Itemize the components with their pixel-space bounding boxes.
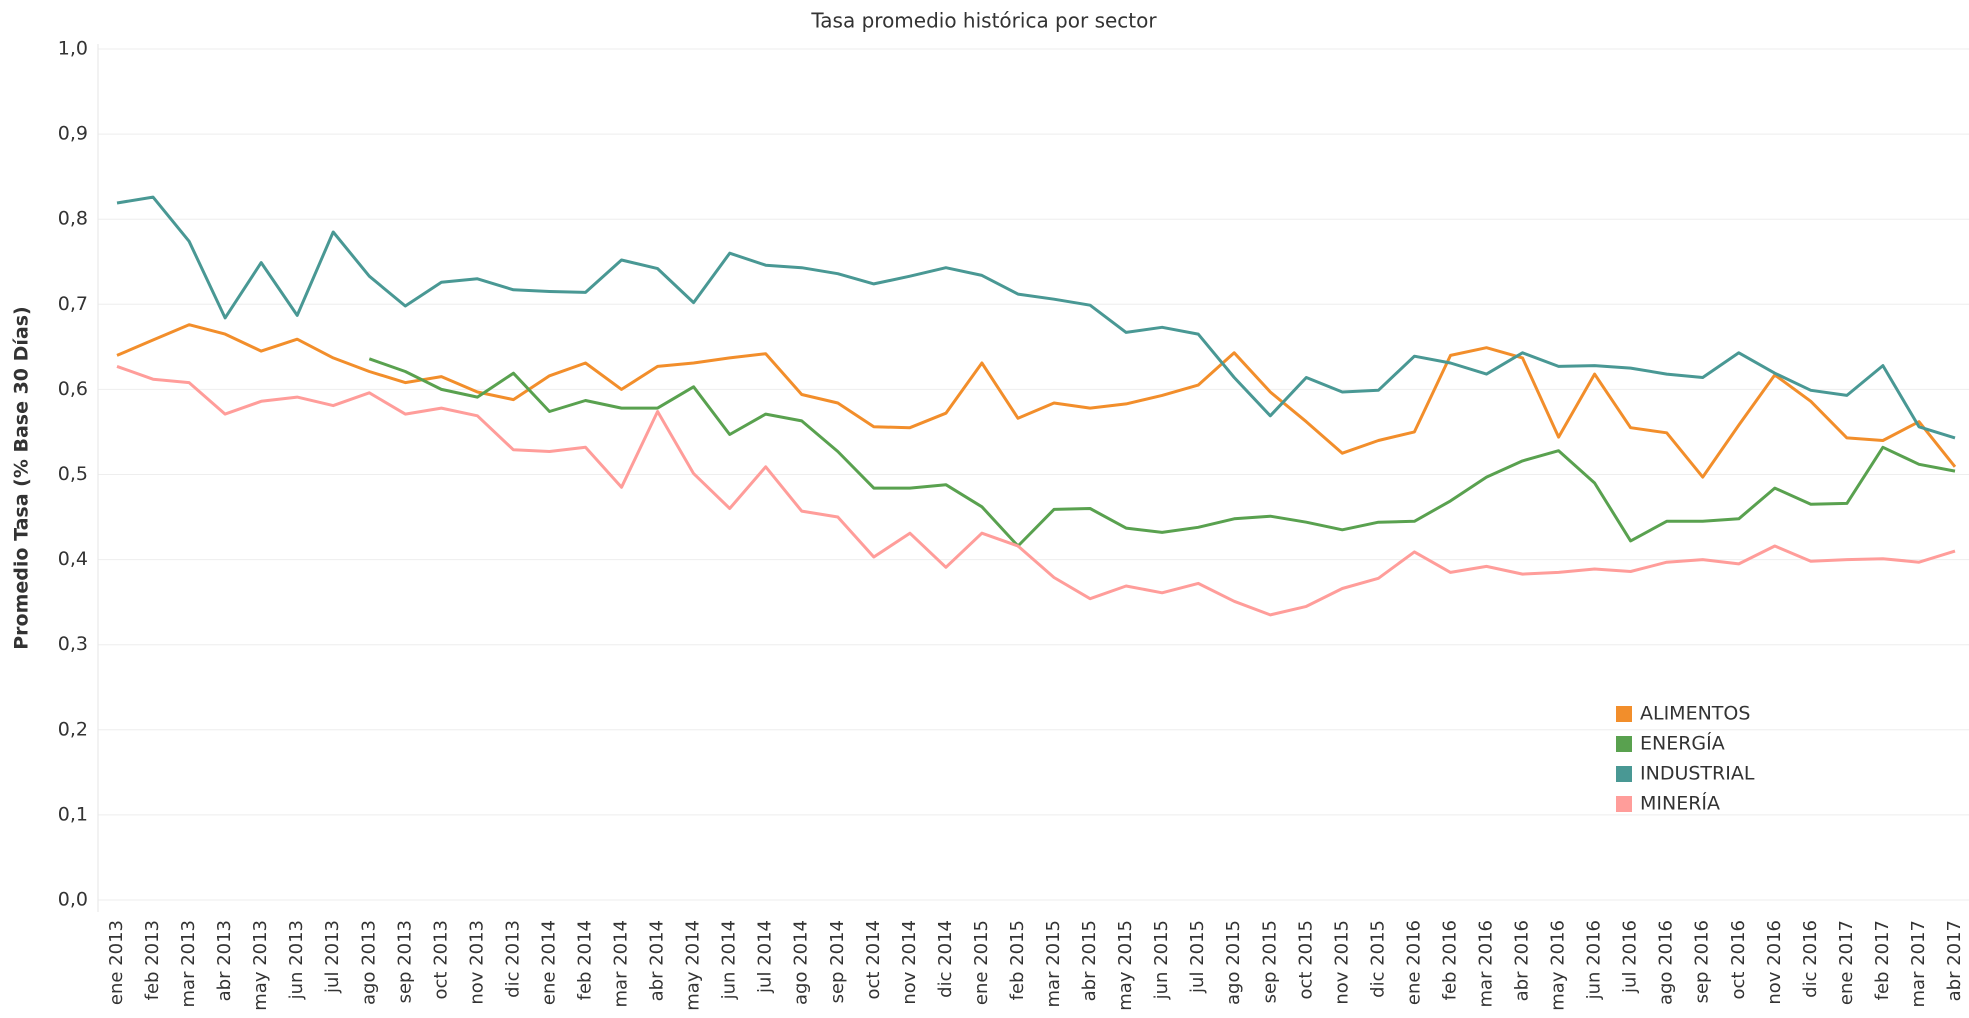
- x-tick-label: abr 2017: [1944, 920, 1965, 1001]
- x-tick-label: ene 2014: [538, 920, 559, 1005]
- x-tick-label: oct 2013: [430, 920, 451, 1000]
- x-tick-label: mar 2016: [1475, 920, 1496, 1008]
- x-tick-label: mar 2015: [1043, 920, 1064, 1008]
- x-tick-label: sep 2014: [827, 920, 848, 1003]
- x-tick-label: ene 2016: [1403, 920, 1424, 1005]
- x-tick-label: sep 2013: [394, 920, 415, 1003]
- legend-swatch: [1616, 706, 1632, 722]
- legend-swatch: [1616, 766, 1632, 782]
- y-tick-label: 1,0: [58, 38, 88, 60]
- x-tick-label: ene 2013: [106, 920, 127, 1005]
- y-tick-label: 0,6: [58, 378, 88, 400]
- x-tick-label: ago 2015: [1223, 920, 1244, 1005]
- x-tick-label: ago 2014: [791, 920, 812, 1005]
- x-tick-label: dic 2016: [1800, 920, 1821, 998]
- x-tick-label: oct 2014: [863, 920, 884, 1000]
- y-tick-label: 0,1: [58, 803, 88, 825]
- x-tick-label: jul 2013: [322, 920, 343, 994]
- legend-label: ENERGÍA: [1640, 732, 1725, 755]
- series-line: [116, 323, 1957, 479]
- x-tick-label: feb 2016: [1439, 920, 1460, 1000]
- y-tick-label: 0,0: [58, 889, 88, 911]
- y-tick-label: 0,3: [58, 633, 88, 655]
- x-tick-label: sep 2015: [1259, 920, 1280, 1003]
- y-tick-label: 0,8: [58, 208, 88, 230]
- x-tick-label: abr 2013: [214, 920, 235, 1001]
- chart-title: Tasa promedio histórica por sector: [810, 9, 1157, 33]
- legend-swatch: [1616, 736, 1632, 752]
- x-tick-label: may 2013: [250, 920, 271, 1011]
- x-tick-label: ene 2015: [971, 920, 992, 1005]
- x-tick-label: may 2016: [1548, 920, 1569, 1011]
- x-tick-label: jul 2016: [1620, 920, 1641, 994]
- x-tick-label: ago 2013: [358, 920, 379, 1005]
- y-tick-label: 0,5: [58, 463, 88, 485]
- x-tick-label: abr 2016: [1512, 920, 1533, 1001]
- y-tick-label: 0,7: [58, 293, 88, 315]
- x-tick-label: jun 2015: [1151, 920, 1172, 1000]
- x-tick-label: ene 2017: [1836, 920, 1857, 1005]
- y-tick-label: 0,4: [58, 548, 88, 570]
- x-tick-label: sep 2016: [1692, 920, 1713, 1003]
- x-tick-label: mar 2014: [611, 920, 632, 1008]
- x-tick-label: jun 2013: [286, 920, 307, 1000]
- x-tick-label: feb 2015: [1007, 920, 1028, 1000]
- x-tick-label: nov 2014: [899, 920, 920, 1005]
- x-tick-label: jul 2014: [755, 920, 776, 994]
- legend-label: MINERÍA: [1640, 792, 1720, 815]
- x-tick-label: oct 2015: [1295, 920, 1316, 1000]
- y-axis-label: Promedio Tasa (% Base 30 Días): [11, 306, 33, 650]
- legend-swatch: [1616, 796, 1632, 812]
- series-line: [368, 357, 1956, 548]
- series-line: [116, 364, 1956, 617]
- x-tick-label: may 2015: [1115, 920, 1136, 1011]
- x-tick-label: may 2014: [683, 920, 704, 1011]
- legend-label: ALIMENTOS: [1640, 703, 1750, 725]
- y-tick-label: 0,9: [58, 123, 88, 145]
- x-tick-label: dic 2014: [935, 920, 956, 998]
- x-tick-label: abr 2014: [647, 920, 668, 1001]
- x-tick-label: ago 2016: [1656, 920, 1677, 1005]
- x-tick-label: nov 2016: [1764, 920, 1785, 1005]
- x-tick-label: dic 2015: [1367, 920, 1388, 998]
- series-line: [116, 195, 1956, 440]
- x-tick-label: abr 2015: [1079, 920, 1100, 1001]
- legend-label: INDUSTRIAL: [1640, 763, 1755, 785]
- y-tick-label: 0,2: [58, 718, 88, 740]
- x-tick-label: mar 2013: [178, 920, 199, 1008]
- x-tick-label: mar 2017: [1908, 920, 1929, 1008]
- x-tick-label: jun 2014: [719, 920, 740, 1000]
- x-tick-label: nov 2015: [1331, 920, 1352, 1005]
- x-tick-label: feb 2017: [1872, 920, 1893, 1000]
- x-tick-label: feb 2013: [142, 920, 163, 1000]
- x-tick-label: jul 2015: [1187, 920, 1208, 994]
- x-tick-label: nov 2013: [466, 920, 487, 1005]
- x-tick-label: dic 2013: [502, 920, 523, 998]
- x-tick-label: feb 2014: [575, 920, 596, 1000]
- x-tick-label: jun 2016: [1584, 920, 1605, 1000]
- x-tick-label: oct 2016: [1728, 920, 1749, 1000]
